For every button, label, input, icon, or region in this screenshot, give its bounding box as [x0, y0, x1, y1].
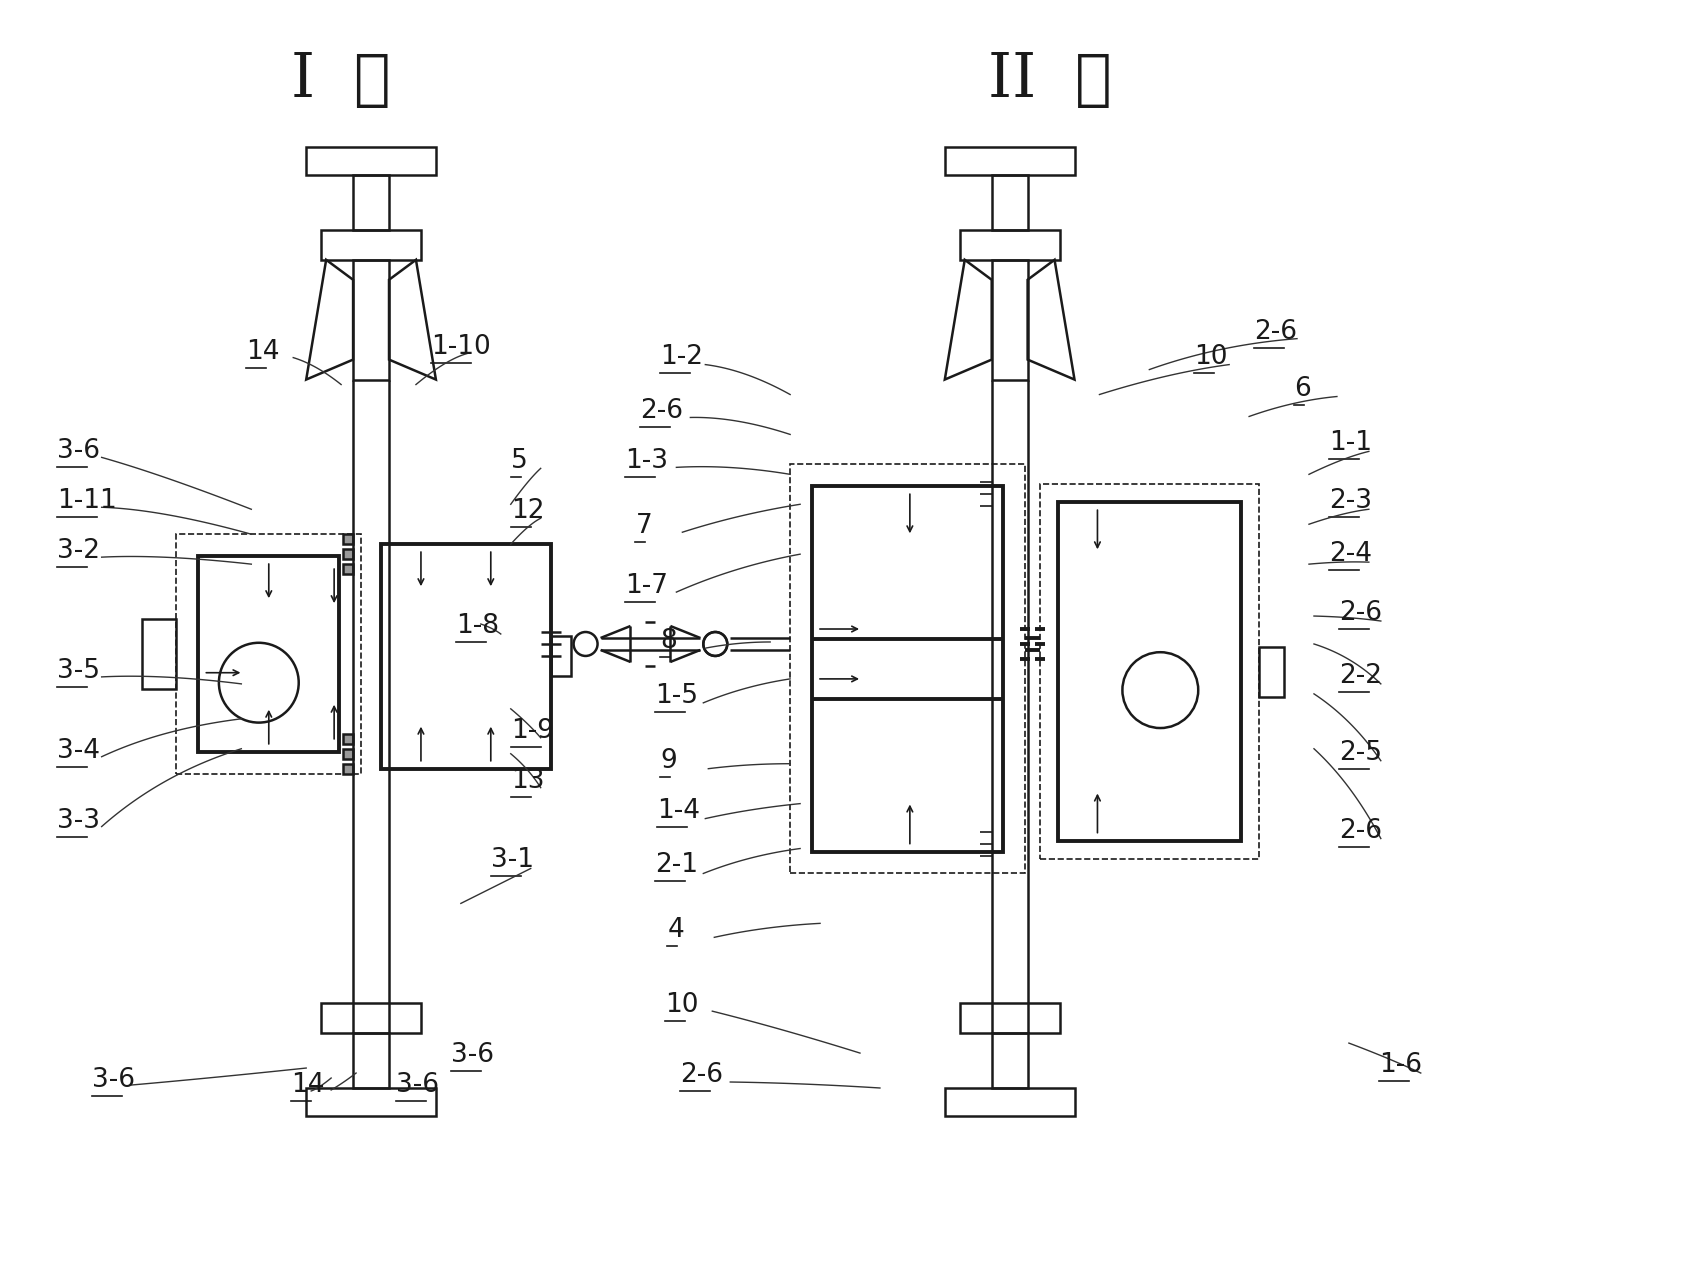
Text: 14: 14: [291, 1072, 325, 1098]
Text: 3-4: 3-4: [56, 738, 100, 763]
Bar: [343, 549, 354, 559]
Bar: [551, 637, 571, 676]
Bar: [790, 464, 1025, 873]
Text: 1-9: 1-9: [510, 718, 554, 743]
Bar: [199, 556, 338, 752]
Text: 10: 10: [1193, 344, 1227, 369]
Text: 2-5: 2-5: [1340, 739, 1382, 766]
Bar: [354, 174, 389, 230]
Text: 12: 12: [510, 498, 544, 525]
Text: 3-6: 3-6: [396, 1072, 439, 1098]
Text: 2-6: 2-6: [1255, 319, 1297, 345]
Bar: [1260, 647, 1284, 696]
Text: 3-6: 3-6: [92, 1067, 134, 1093]
Text: 3-6: 3-6: [56, 439, 100, 464]
Text: II  轴: II 轴: [988, 51, 1112, 110]
Bar: [991, 1033, 1027, 1088]
Text: 2-1: 2-1: [656, 852, 699, 878]
Bar: [306, 147, 435, 174]
Bar: [343, 734, 354, 743]
Text: 8: 8: [660, 628, 677, 653]
Text: 14: 14: [246, 339, 280, 364]
Text: 1-7: 1-7: [626, 573, 668, 599]
Text: 1-8: 1-8: [456, 613, 498, 640]
Text: 3-6: 3-6: [450, 1042, 495, 1068]
Text: 2-3: 2-3: [1329, 488, 1372, 514]
Text: 2-2: 2-2: [1340, 662, 1382, 689]
Text: 2-6: 2-6: [641, 398, 683, 425]
Bar: [1057, 502, 1241, 841]
Text: 1-1: 1-1: [1329, 430, 1372, 456]
Bar: [991, 260, 1027, 379]
Text: 6: 6: [1294, 375, 1311, 402]
Bar: [1040, 484, 1260, 858]
Bar: [960, 1004, 1059, 1033]
Text: 3-2: 3-2: [56, 538, 100, 564]
Bar: [177, 535, 360, 774]
Bar: [945, 147, 1074, 174]
Bar: [381, 545, 551, 769]
Bar: [343, 535, 354, 545]
Text: 2-6: 2-6: [1340, 818, 1382, 843]
Bar: [354, 260, 389, 379]
Bar: [343, 748, 354, 758]
Bar: [306, 1088, 435, 1116]
Bar: [343, 763, 354, 774]
Text: 7: 7: [636, 513, 653, 540]
Bar: [141, 619, 177, 689]
Text: I  轴: I 轴: [291, 51, 391, 110]
Text: 1-2: 1-2: [660, 344, 704, 369]
Bar: [343, 564, 354, 574]
Bar: [991, 174, 1027, 230]
Text: 4: 4: [668, 918, 683, 943]
Text: 1-4: 1-4: [658, 798, 700, 824]
Bar: [813, 487, 1003, 852]
Text: 2-4: 2-4: [1329, 541, 1372, 568]
Text: 1-6: 1-6: [1379, 1052, 1421, 1078]
Text: 5: 5: [510, 449, 527, 474]
Text: 3-5: 3-5: [56, 657, 100, 684]
Text: 9: 9: [660, 748, 677, 774]
Text: 1-3: 1-3: [626, 449, 668, 474]
Bar: [321, 1004, 422, 1033]
Text: 2-6: 2-6: [1340, 600, 1382, 626]
Text: 10: 10: [665, 992, 699, 1018]
Text: 3-1: 3-1: [491, 847, 534, 873]
Text: 3-3: 3-3: [56, 808, 100, 833]
Bar: [354, 1033, 389, 1088]
Text: 1-11: 1-11: [56, 488, 117, 514]
Text: 1-5: 1-5: [656, 683, 699, 709]
Bar: [321, 230, 422, 260]
Text: 2-6: 2-6: [680, 1062, 724, 1088]
Text: 1-10: 1-10: [430, 334, 491, 359]
Bar: [960, 230, 1059, 260]
Text: 13: 13: [510, 767, 544, 794]
Bar: [945, 1088, 1074, 1116]
